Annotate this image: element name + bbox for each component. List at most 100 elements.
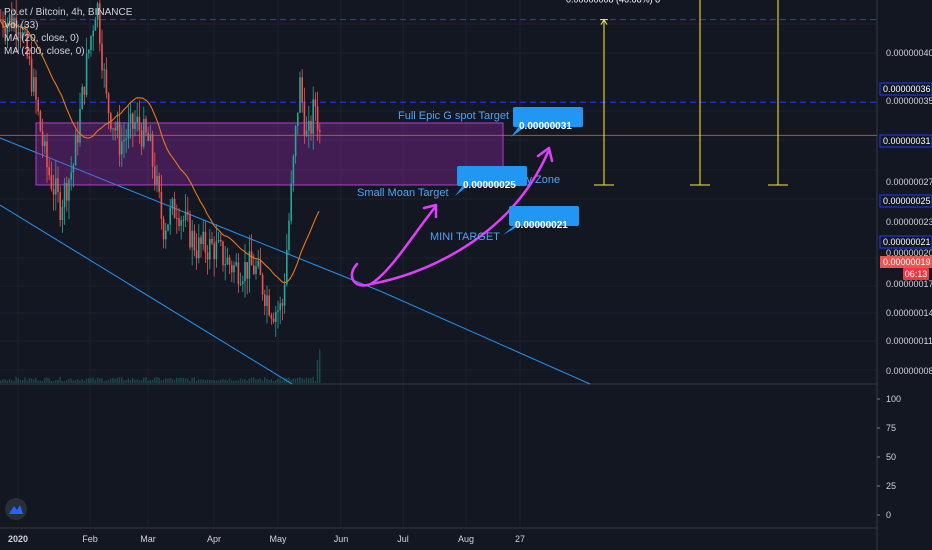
volume-bar (13, 380, 15, 383)
candle-body (81, 86, 83, 110)
callout-tail-1 (455, 184, 470, 196)
volume-bar (158, 377, 160, 383)
time-tick-label: Jul (397, 534, 409, 544)
volume-bar (171, 378, 173, 383)
candle-body (26, 31, 28, 57)
candle-body (162, 218, 165, 240)
price-highlight-label: 0.00000031 (883, 136, 931, 146)
volume-bar (264, 377, 266, 383)
time-tick-label: Aug (458, 534, 474, 544)
volume-bar (149, 379, 151, 383)
volume-bar (48, 378, 50, 383)
candle-body (50, 175, 53, 190)
callout-value-2: 0.00000021 (515, 220, 568, 231)
candle-body (222, 241, 224, 266)
measurement-tools[interactable]: 0.00000008 (46.68%) 80.00000014 (82.51%)… (566, 0, 835, 186)
volume-bar (224, 379, 226, 383)
callout-tail-2 (503, 224, 522, 235)
oscillator-tick-label: 0 (886, 510, 891, 520)
volume-bar (136, 379, 138, 383)
volume-bar (283, 377, 286, 383)
candle-body (22, 32, 24, 39)
candle-body (226, 257, 229, 265)
candle-body (132, 113, 134, 129)
candle-body (105, 69, 108, 94)
candle-body (312, 99, 314, 134)
candle-body (180, 220, 182, 226)
candle-body (99, 3, 101, 44)
candle-body (220, 240, 222, 242)
candle-body (279, 303, 281, 311)
price-highlight-box (879, 134, 932, 148)
indicator-ma20[interactable]: MA (20, close, 0) (4, 33, 80, 44)
candle-body (0, 19, 2, 21)
volume-bar (35, 377, 37, 383)
candle-body (134, 122, 136, 129)
candle-body (118, 121, 121, 155)
price-tick-label: 0.00000011 (886, 336, 932, 346)
candle-body (107, 93, 110, 114)
measure-arrowhead-0 (600, 18, 608, 25)
volume-bar (74, 379, 77, 383)
volume-bar (222, 379, 224, 383)
price-tick-label: 0.00000027 (886, 177, 932, 187)
indicator-ma200[interactable]: MA (200, close, 0) (4, 46, 85, 57)
indicator-vol[interactable]: Vol (33) (4, 20, 39, 31)
buy-zone[interactable]: Buy Zone (35, 122, 560, 186)
volume-bar (129, 379, 132, 383)
volume-bar (30, 378, 33, 383)
price-highlight-box (879, 82, 932, 96)
tradingview-logo-icon[interactable] (5, 498, 27, 520)
volume-bar (90, 378, 92, 383)
candle-body (125, 138, 127, 140)
candle-body (248, 251, 251, 279)
time-axis[interactable]: 2020 Feb Mar Apr May Jun Jul Aug 27 (8, 534, 525, 544)
volume-bar (66, 380, 68, 383)
volume-bar (279, 378, 281, 383)
oscillator-tick-label: 100 (886, 394, 901, 404)
candle-body (116, 121, 119, 131)
target-callouts[interactable]: 0.00000031 Full Epic G spot Target 0.00000… (357, 107, 583, 243)
candle-body (187, 211, 189, 215)
symbol-title[interactable]: Po.et / Bitcoin, 4h, BINANCE (4, 7, 133, 18)
volume-bar (253, 377, 255, 383)
candle-body (151, 134, 154, 167)
callout-tail-0 (511, 125, 528, 137)
volume-bar (6, 380, 8, 383)
volume-bar (209, 379, 211, 383)
candle-body (74, 134, 77, 166)
channel-upper-extension (379, 290, 591, 385)
candle-body (290, 183, 292, 221)
price-tick-label: 0.00000023 (886, 217, 932, 227)
candle-body (264, 294, 266, 306)
price-axis[interactable]: 0.00000040 0.00000035 0.00000031 0.00000027… (879, 48, 932, 376)
volume-bar (211, 380, 213, 383)
candle-body (242, 281, 244, 285)
candle-body (176, 218, 178, 220)
volume-bar (220, 379, 222, 383)
candle-body (83, 86, 86, 95)
candle-body (85, 53, 88, 95)
candle-body (17, 32, 20, 35)
candle-body (8, 14, 11, 23)
candle-body (94, 19, 97, 31)
volume-bar (281, 380, 283, 383)
price-tick-label: 0.00000017 (886, 279, 932, 289)
candle-body (24, 31, 26, 33)
candle-body (195, 250, 198, 259)
candle-body (213, 243, 215, 260)
candle-body (209, 238, 211, 260)
volume-bar (173, 379, 176, 383)
buy-zone-rect (35, 122, 504, 186)
volume-bar (0, 380, 2, 383)
volume-bar (160, 380, 162, 383)
candle-body (147, 132, 149, 141)
volume-bar (206, 379, 209, 383)
candle-body (308, 120, 310, 131)
channel-lower-line (0, 204, 293, 385)
volume-bar (215, 380, 217, 383)
price-highlight-label: 0.00000019 (883, 257, 931, 267)
volume-bar (312, 377, 314, 383)
volume-bar (202, 379, 204, 383)
